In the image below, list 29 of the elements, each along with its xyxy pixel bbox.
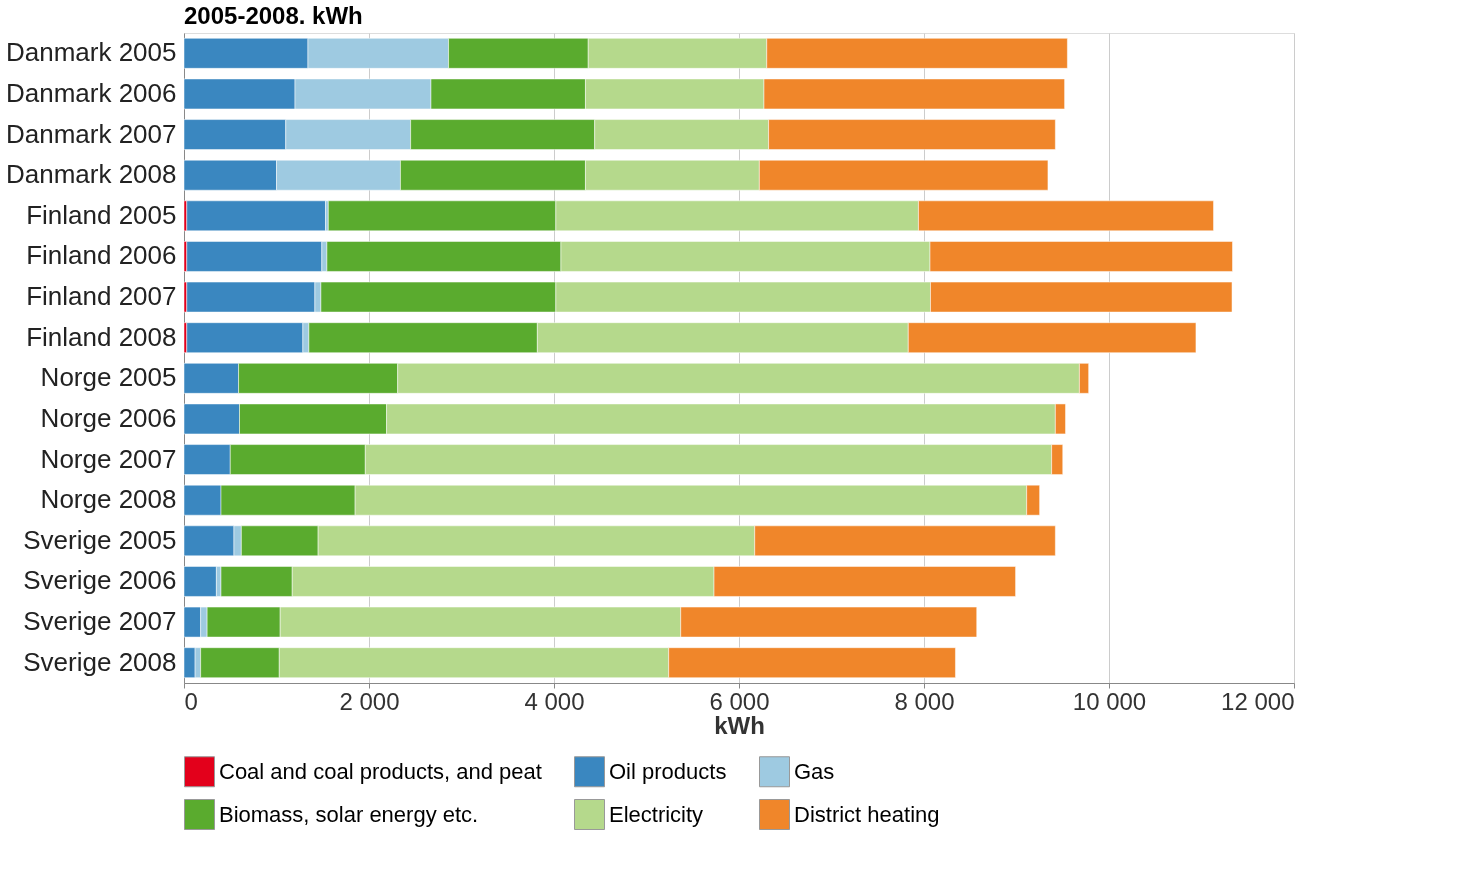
y-tick-label: Finland 2008 bbox=[26, 321, 177, 352]
x-tick-label: 12 000 bbox=[1221, 687, 1295, 715]
y-tick-label: Sverige 2007 bbox=[23, 606, 177, 637]
y-tick-label: Norge 2005 bbox=[40, 362, 177, 393]
legend-label: Biomass, solar energy etc. bbox=[219, 801, 479, 827]
chart-title: 2005-2008. kWh bbox=[184, 2, 363, 29]
legend-label: Electricity bbox=[609, 801, 704, 827]
y-tick-label: Norge 2006 bbox=[40, 402, 177, 433]
y-tick-label: Sverige 2006 bbox=[23, 565, 177, 596]
legend-label: Gas bbox=[794, 758, 835, 784]
x-tick-label: 0 bbox=[184, 687, 198, 715]
y-tick-label: Danmark 2005 bbox=[5, 37, 177, 68]
legend-label: Oil products bbox=[609, 758, 727, 784]
y-tick-label: Danmark 2007 bbox=[5, 118, 177, 149]
y-tick-label: Finland 2005 bbox=[26, 199, 177, 230]
x-tick-label: 8 000 bbox=[894, 687, 955, 715]
y-tick-label: Danmark 2006 bbox=[5, 77, 177, 108]
y-tick-label: Finland 2006 bbox=[26, 240, 177, 271]
y-tick-label: Sverige 2005 bbox=[23, 524, 177, 555]
y-tick-label: Norge 2007 bbox=[40, 443, 177, 474]
y-tick-label: Danmark 2008 bbox=[5, 159, 177, 190]
x-tick-label: 10 000 bbox=[1072, 687, 1147, 715]
legend-label: Coal and coal products, and peat bbox=[219, 758, 542, 784]
x-tick-label: 2 000 bbox=[339, 687, 400, 715]
y-tick-label: Finland 2007 bbox=[26, 281, 177, 312]
legend-label: District heating bbox=[794, 801, 940, 827]
y-tick-label: Norge 2008 bbox=[40, 484, 177, 515]
x-tick-label: 4 000 bbox=[524, 687, 585, 715]
y-tick-label: Sverige 2008 bbox=[23, 646, 177, 677]
